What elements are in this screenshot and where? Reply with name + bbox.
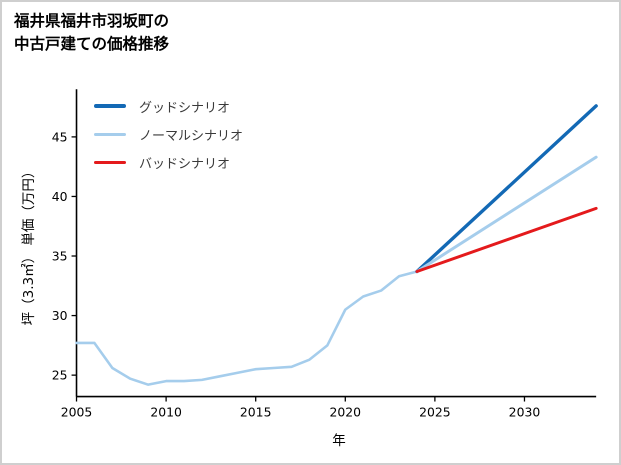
normal-scenario-line: [415, 155, 598, 273]
y-tick-label: 30: [52, 308, 68, 323]
historical-price-line: [75, 270, 419, 386]
chart-title-line-1: 福井県福井市羽坂町の: [14, 12, 170, 30]
normal-scenario-line-swatch: [94, 132, 126, 136]
x-tick-label: 2020: [330, 404, 362, 419]
good-scenario-line-swatch: [94, 104, 126, 108]
bad-scenario-line: [415, 206, 598, 273]
x-tick-label: 2015: [240, 404, 272, 419]
x-tick-label: 2005: [61, 404, 93, 419]
y-axis-label: 坪（3.3㎡） 単価（万円）: [21, 164, 37, 326]
x-axis-label: 年: [332, 433, 346, 449]
good-scenario-label: グッドシナリオ: [139, 100, 231, 116]
y-tick-label: 35: [52, 248, 68, 263]
normal-scenario-label: ノーマルシナリオ: [139, 128, 244, 144]
legend: グッドシナリオ ノーマルシナリオ バッドシナリオ: [94, 92, 243, 176]
legend-item-normal-scenario: ノーマルシナリオ: [94, 120, 243, 148]
y-tick-label: 40: [52, 189, 68, 204]
bad-scenario-label: バッドシナリオ: [139, 156, 231, 172]
bad-scenario-line-swatch: [94, 160, 126, 164]
x-tick-label: 2025: [419, 404, 451, 419]
legend-item-bad-scenario: バッドシナリオ: [94, 148, 243, 176]
legend-item-good-scenario: グッドシナリオ: [94, 92, 243, 120]
x-tick-label: 2030: [509, 404, 541, 419]
good-scenario-line: [415, 104, 598, 274]
chart-title: 福井県福井市羽坂町の 中古戸建ての価格推移: [14, 10, 169, 57]
y-tick-label: 25: [52, 368, 68, 383]
x-tick-label: 2010: [150, 404, 182, 419]
y-tick-label: 45: [52, 129, 68, 144]
chart-title-line-2: 中古戸建ての価格推移: [14, 35, 170, 54]
